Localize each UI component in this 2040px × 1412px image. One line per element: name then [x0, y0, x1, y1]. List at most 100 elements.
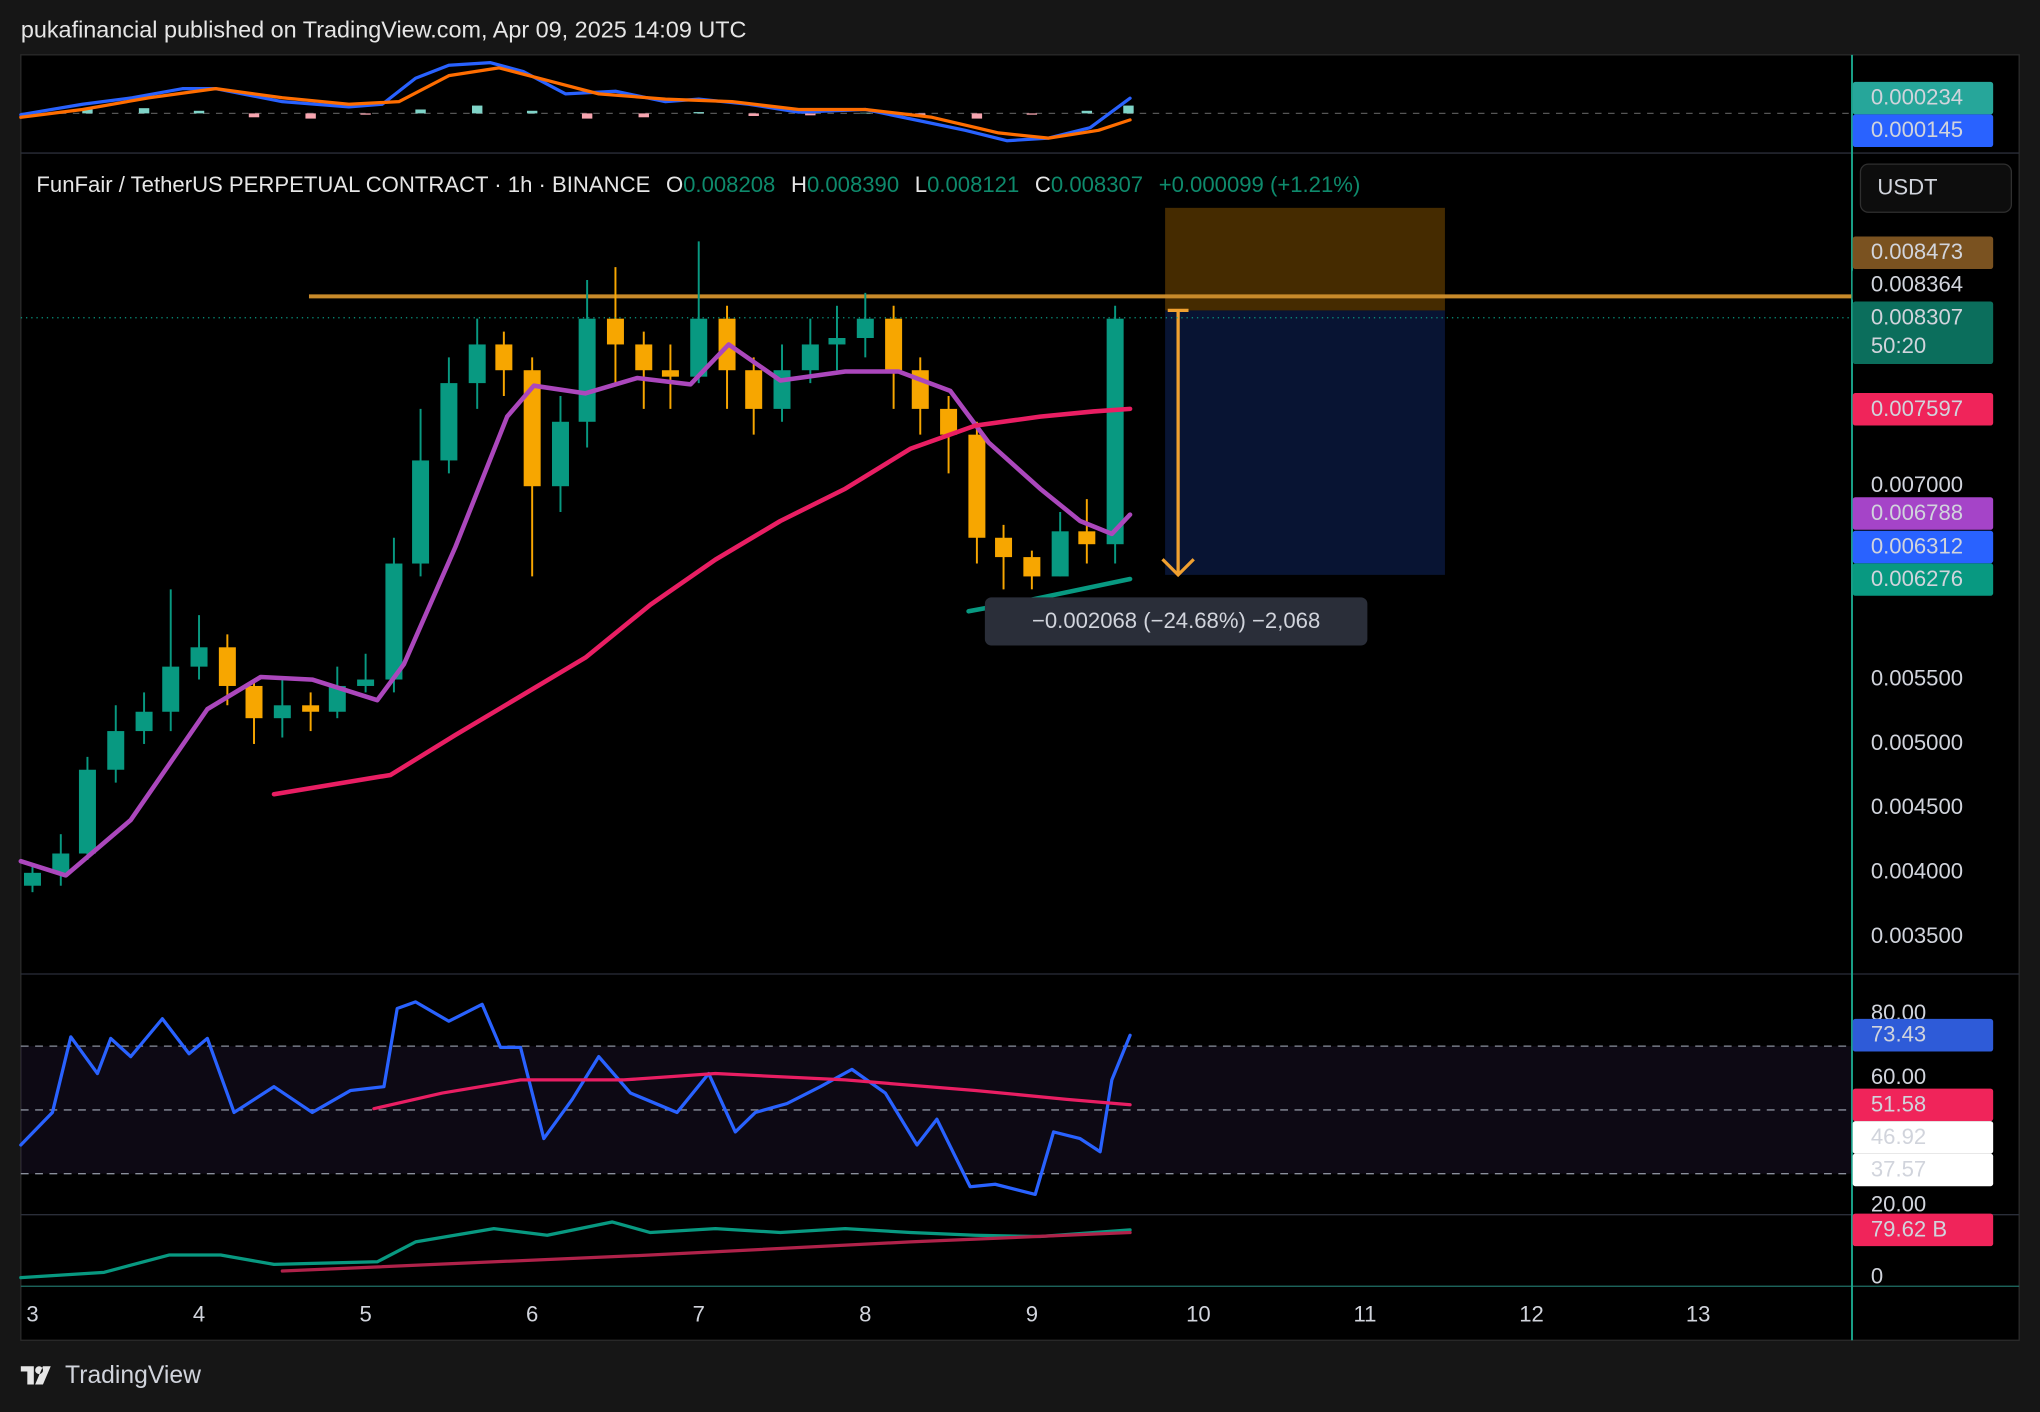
series-line [18, 342, 1133, 878]
legend: FunFair / TetherUS PERPETUAL CONTRACT · … [36, 172, 1360, 197]
histogram-bar [248, 113, 260, 118]
price-badge [1852, 1018, 1994, 1052]
y-tick-label: 0.004000 [1871, 859, 1963, 884]
measure-arrow [1161, 308, 1195, 578]
candle-body [661, 370, 679, 377]
panes [20, 54, 2020, 1341]
histogram-bar [1123, 105, 1134, 114]
histogram-bar [860, 112, 871, 114]
series-line [280, 1230, 1132, 1273]
price-badge [1852, 563, 1994, 596]
candle-body [551, 421, 569, 487]
reward-zone [1165, 310, 1445, 575]
price-badge [1852, 268, 1994, 302]
candle-body [190, 647, 208, 667]
histogram-bar [581, 113, 593, 119]
brand-logo: TradingView [20, 1362, 201, 1389]
price-badge-label: 79.62 B [1871, 1216, 1947, 1241]
risk-zone [1165, 207, 1445, 311]
measure-label-box [984, 597, 1368, 646]
price-badge [1852, 1121, 1994, 1154]
histogram-bar [415, 109, 426, 114]
histogram-bar [638, 113, 649, 118]
price-badge [1852, 114, 1994, 147]
ohlc-value: 0.008208 [683, 172, 775, 197]
candle-body [745, 370, 763, 409]
histogram-bar [138, 108, 150, 114]
price-badge-label: 51.58 [1871, 1091, 1926, 1116]
series-line [271, 406, 1133, 797]
histogram-bar [82, 109, 93, 114]
candle-body [1106, 318, 1124, 545]
price-badge-label: 46.92 [1871, 1124, 1926, 1149]
candle-body [690, 318, 708, 377]
candle-body [218, 647, 236, 686]
candle-body [968, 434, 986, 538]
candle-body [495, 344, 513, 371]
histogram-bar [971, 113, 983, 119]
histogram-bar [360, 113, 371, 115]
candle-body [995, 537, 1013, 558]
x-tick-label: 7 [693, 1301, 705, 1326]
ohlc-key: C [1035, 172, 1051, 197]
y-tick-label: 0.005500 [1871, 665, 1963, 690]
ohlc-value: 0.008390 [807, 172, 899, 197]
chart-area [20, 54, 2020, 1341]
histogram-bar [526, 110, 538, 114]
candle-body [578, 318, 596, 422]
candle-body [135, 711, 153, 732]
x-tick-label: 3 [26, 1301, 38, 1326]
candle-body [302, 705, 320, 712]
price-badge-label: 0.007597 [1871, 396, 1963, 421]
price-badge-label: 0.000234 [1871, 85, 1963, 110]
change: +0.000099 (+1.21%) [1159, 172, 1361, 197]
price-badge-label: 0.008364 [1871, 272, 1963, 297]
x-tick-label: 4 [193, 1301, 205, 1326]
x-tick-label: 6 [526, 1301, 538, 1326]
countdown: 50:20 [1871, 333, 1926, 358]
histogram-bar [305, 113, 316, 119]
price-badge-label: 0.008307 [1871, 304, 1963, 329]
x-tick-label: 11 [1354, 1301, 1377, 1326]
candle-body [52, 853, 70, 873]
y-tick-label: 0.005000 [1871, 730, 1963, 755]
ohlc-key: O [666, 172, 683, 197]
series-line [19, 66, 1132, 140]
price-badge [1852, 236, 1994, 269]
price-badge-label: 0.008473 [1871, 239, 1963, 264]
series-line [19, 1220, 1132, 1280]
currency-button[interactable] [1859, 163, 2013, 213]
histogram-bar [471, 105, 483, 114]
histogram-bar [748, 113, 759, 116]
series-line [372, 1071, 1132, 1111]
candle-body [523, 370, 541, 487]
ohlc-value: 0.008121 [927, 172, 1019, 197]
price-badge [1852, 81, 1994, 115]
y-tick-label: 60.00 [1871, 1064, 1926, 1089]
candle-body [885, 318, 903, 371]
ohlc-value: 0.008307 [1051, 172, 1143, 197]
x-tick-label: 5 [359, 1301, 371, 1326]
price-badge [1852, 393, 1994, 426]
ohlc-key: L [915, 172, 927, 197]
published-line: pukafinancial published on TradingView.c… [21, 17, 747, 43]
price-badge [1852, 1088, 1994, 1122]
candle-body [245, 685, 263, 719]
candle-body [1051, 531, 1069, 577]
price-badge-label: 0.000145 [1871, 117, 1963, 142]
price-badge-label: 0.006312 [1871, 533, 1963, 558]
histogram-bar [193, 110, 205, 114]
currency[interactable]: USDT [1877, 175, 1937, 200]
x-tick-label: 13 [1686, 1301, 1711, 1326]
candle-body [1078, 531, 1096, 545]
candle-body [940, 408, 958, 435]
histogram-bar [805, 113, 816, 116]
candle-body [385, 563, 403, 680]
candle-body [162, 666, 180, 712]
x-tick-label: 8 [859, 1301, 871, 1326]
series-line [19, 1000, 1132, 1197]
x-tick-label: 9 [1026, 1301, 1038, 1326]
candle-body [107, 731, 125, 770]
measure-label: −0.002068 (−24.68%) −2,068 [1032, 608, 1320, 633]
